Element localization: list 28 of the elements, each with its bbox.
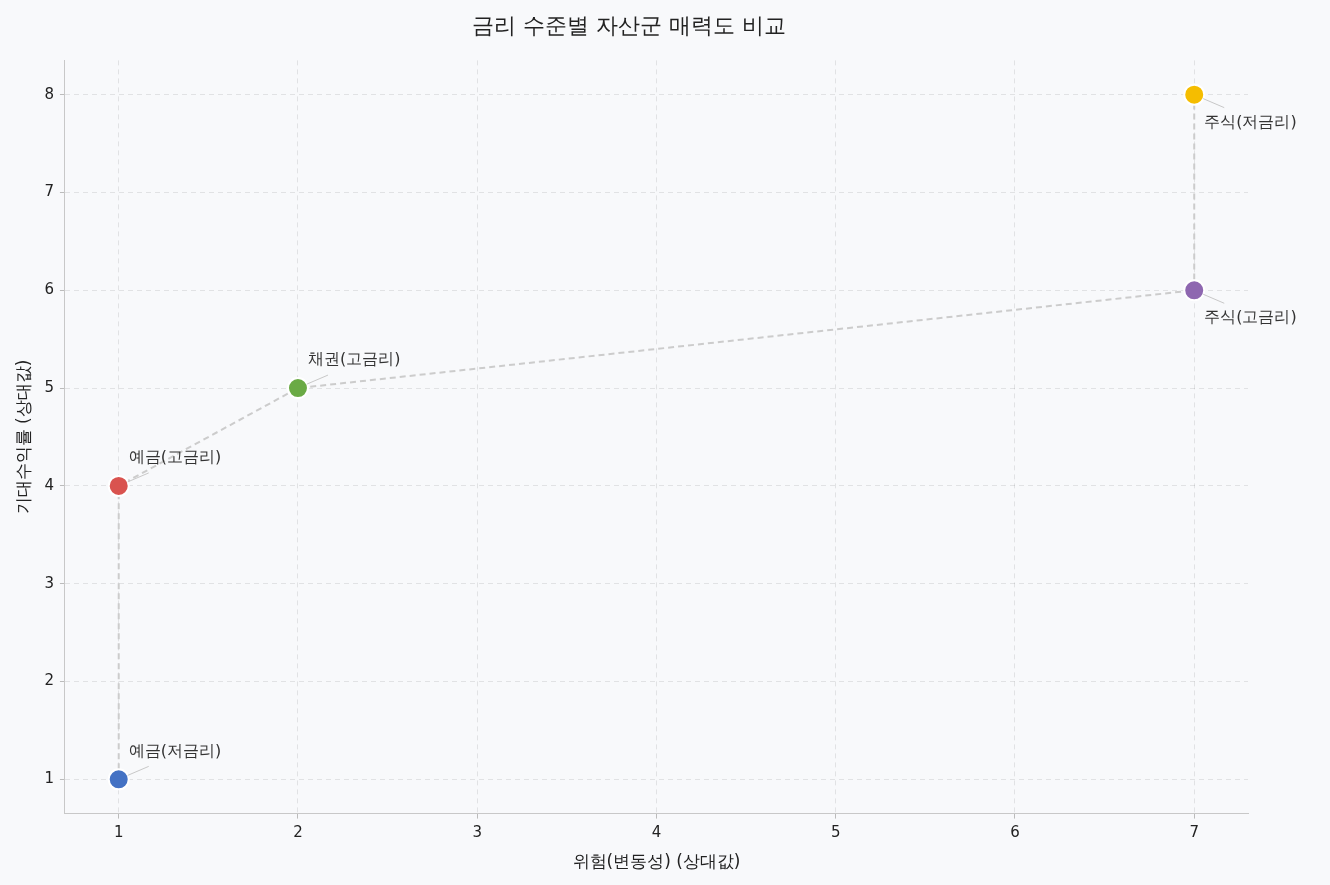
y-tick-label: 2 <box>44 671 54 690</box>
annotation: 예금(저금리) <box>128 740 222 760</box>
y-tick-label: 3 <box>44 573 54 592</box>
x-tick-label: 5 <box>830 823 841 842</box>
point <box>107 474 130 497</box>
point <box>1183 83 1206 106</box>
y-tick-label: 5 <box>44 377 54 396</box>
point <box>286 377 309 400</box>
y-tick-label: 1 <box>44 769 54 788</box>
x-tick-label: 1 <box>113 823 124 842</box>
annotation: 채권(고금리) <box>307 349 401 369</box>
y-axis-title: 기대수익률 (상대값) <box>12 359 33 515</box>
y-tick-label: 4 <box>44 475 54 494</box>
point <box>107 768 130 791</box>
y-tick-label: 7 <box>44 182 54 201</box>
x-tick-label: 7 <box>1189 823 1199 842</box>
annotation: 예금(고금리) <box>128 447 222 467</box>
x-axis-title: 위험(변동성) (상대값) <box>572 851 741 872</box>
annotation: 주식(고금리) <box>1204 307 1297 327</box>
x-tick-label: 2 <box>293 823 303 842</box>
y-tick-label: 8 <box>44 84 54 103</box>
chart-title: 금리 수준별 자산군 매력도 비교 <box>472 12 786 38</box>
x-tick-label: 4 <box>651 823 662 842</box>
point <box>1183 279 1206 302</box>
annotation: 주식(저금리) <box>1204 111 1297 131</box>
x-tick-label: 3 <box>472 823 482 842</box>
x-tick-label: 6 <box>1010 823 1020 842</box>
y-tick-label: 6 <box>44 280 54 299</box>
